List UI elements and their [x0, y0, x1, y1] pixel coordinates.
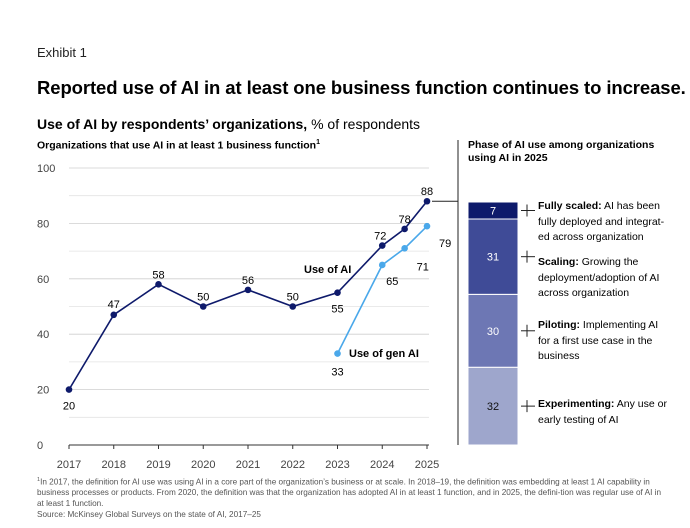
y-tick-label: 60 [37, 274, 49, 286]
data-label: 72 [374, 231, 386, 243]
bar-segment-label-piloting: 30 [487, 326, 499, 338]
subtitle-bold: Use of AI by respondents’ organizations, [37, 116, 308, 132]
data-label: 65 [386, 276, 398, 288]
series-label-use-of-gen-ai: Use of gen AI [349, 348, 419, 360]
x-tick-label: 2018 [102, 459, 126, 471]
gridlines [69, 167, 429, 446]
y-tick-label: 40 [37, 329, 49, 341]
data-label: 78 [399, 214, 411, 226]
y-tick-label: 20 [37, 385, 49, 397]
series-label-use-of-ai: Use of AI [304, 264, 351, 276]
data-label: 20 [63, 401, 75, 413]
data-label: 71 [417, 261, 429, 273]
y-tick-label: 0 [37, 440, 43, 452]
footnote-marker: 1 [316, 139, 320, 146]
x-tick-label: 2022 [281, 459, 305, 471]
phase-name-experimenting: Experimenting: [538, 398, 615, 410]
use-of-ai-line [68, 200, 428, 391]
data-label: 88 [421, 186, 433, 198]
data-point [378, 242, 386, 249]
data-point [155, 281, 162, 288]
subtitle-unit: % of respondents [307, 116, 421, 132]
headline: Reported use of AI in at least one busin… [37, 77, 686, 98]
data-label: 55 [331, 304, 343, 316]
bar-segment-fully-scaled [467, 201, 519, 220]
data-label: 56 [242, 275, 254, 287]
phase-name-piloting: Piloting: [538, 319, 580, 331]
phase-scaling: Scaling: Growing the deployment/adoption… [538, 255, 673, 302]
phase-desc-piloting: Implementing AI for a first use case in … [538, 319, 659, 362]
bar-segment-label-scaling: 31 [487, 252, 499, 264]
stacked-bar-title: Phase of AI use among organizations usin… [468, 139, 655, 164]
data-point [199, 303, 207, 310]
data-label: 58 [152, 269, 164, 281]
footnote: 1In 2017, the definition for AI use was … [37, 475, 667, 520]
y-tick-label: 80 [37, 218, 49, 230]
chart-subtitle: Use of AI by respondents’ organizations,… [37, 116, 420, 132]
phase-experimenting: Experimenting: Any use or early testing … [538, 397, 673, 428]
connector-bracket [432, 140, 459, 445]
data-point [244, 286, 252, 294]
data-label: 47 [108, 299, 120, 311]
source-note: Source: McKinsey Global Surveys on the s… [37, 509, 261, 519]
data-point [334, 350, 341, 357]
x-axis-ticks: 2017 2018 2019 2020 2021 2022 2023 2024 2025 [57, 445, 439, 471]
series-points [65, 197, 431, 393]
x-tick-label: 2017 [57, 459, 81, 471]
x-tick-label: 2021 [236, 459, 260, 471]
phase-name-fully-scaled: Fully scaled: [538, 200, 602, 212]
data-point [423, 197, 431, 205]
phase-desc-experimenting: Any use or early testing of AI [538, 398, 667, 426]
data-point [110, 311, 118, 319]
bar-segment-label-experimenting: 32 [487, 401, 499, 413]
x-tick-label: 2023 [325, 459, 349, 471]
line-chart-title: Organizations that use AI in at least 1 … [37, 139, 320, 152]
x-tick-label: 2024 [370, 459, 394, 471]
footnote-text: In 2017, the definition for AI use was u… [37, 477, 661, 508]
y-axis-ticks: 0 20 40 60 80 100 [37, 163, 55, 452]
bar-segment-label-fully-scaled: 7 [490, 206, 496, 218]
data-label: 50 [287, 292, 299, 304]
phase-desc-fully-scaled: AI has been fully deployed and integrat-… [538, 200, 665, 243]
data-point [401, 245, 408, 252]
phase-piloting: Piloting: Implementing AI for a first us… [538, 318, 673, 365]
phase-fully-scaled: Fully scaled: AI has been fully deployed… [538, 199, 673, 246]
line-chart-title-text: Organizations that use AI in at least 1 … [37, 139, 317, 152]
data-labels: 20 47 58 50 56 50 55 72 78 88 33 65 71 79 [63, 186, 451, 412]
data-point [378, 261, 386, 269]
stacked-bar: 32 30 31 7 [467, 201, 519, 446]
y-tick-label: 100 [37, 163, 55, 175]
bar-segment-scaling [467, 218, 519, 295]
x-tick-label: 2025 [415, 459, 439, 471]
use-of-gen-ai-line [336, 225, 428, 354]
data-label: 79 [439, 238, 451, 250]
data-point [401, 225, 408, 233]
x-tick-label: 2019 [146, 459, 170, 471]
data-point [334, 289, 341, 296]
data-label: 33 [331, 367, 343, 379]
data-point [65, 386, 73, 393]
exhibit-label: Exhibit 1 [37, 45, 87, 60]
phase-desc-scaling: Growing the deployment/adoption of AI ac… [538, 256, 660, 299]
footnote-number: 1 [37, 477, 41, 483]
data-point [423, 222, 431, 230]
series-lines [68, 200, 428, 391]
data-point [289, 303, 297, 310]
footnote-definition: 1In 2017, the definition for AI use was … [37, 475, 667, 510]
phase-name-scaling: Scaling: [538, 256, 579, 268]
x-tick-label: 2020 [191, 459, 215, 471]
data-label: 50 [197, 292, 209, 304]
phase-leaders [521, 204, 535, 413]
